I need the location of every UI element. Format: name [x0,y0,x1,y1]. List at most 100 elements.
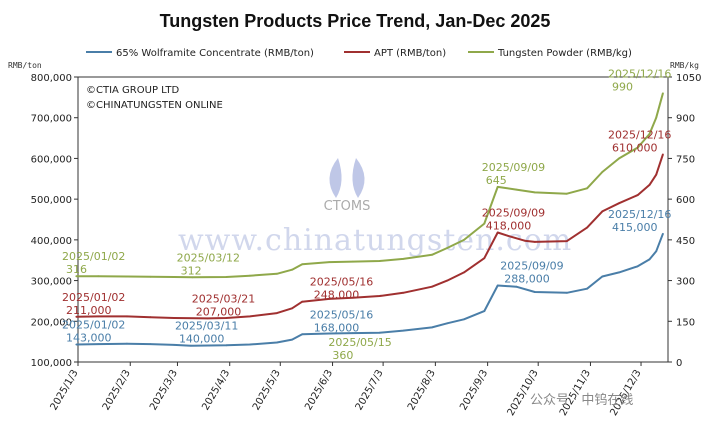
data-point [586,187,588,190]
data-point [249,274,251,277]
data-point [601,171,604,173]
annotation-date: 2025/12/16 [608,208,671,221]
data-point [276,272,278,275]
annotation-date: 2025/05/15 [328,336,391,349]
data-point [483,257,486,260]
data-point [328,332,331,335]
annotation-value: 360 [332,349,353,362]
x-tick-label: 2025/8/3 [406,368,438,412]
x-tick-label: 2025/2/3 [101,368,133,412]
data-point [402,258,405,260]
left-tick-label: 100,000 [31,358,72,369]
data-point [149,343,152,345]
data-point [97,275,100,278]
data-point [601,275,604,278]
data-point [378,331,381,334]
data-point [276,312,278,314]
data-point [496,186,499,188]
copyright-line: ©CTIA GROUP LTD [86,85,179,96]
corner-watermark: 公众号 · 中钨在线 [530,392,633,408]
data-point [190,344,192,347]
data-point [618,271,620,274]
left-tick-label: 400,000 [31,236,72,247]
data-point [662,92,664,95]
annotation-value: 418,000 [486,220,532,233]
x-tick-label: 2025/4/3 [200,368,232,412]
logo-flame-right [352,158,365,198]
data-point [463,239,465,241]
data-point [206,317,209,320]
data-point [586,226,588,229]
annotation-value: 288,000 [504,272,550,285]
data-point [301,263,304,266]
annotation-value: 312 [181,264,202,277]
x-tick-label: 2025/6/3 [303,368,335,412]
data-point [636,194,639,197]
data-point [249,315,251,318]
annotation-value: 248,000 [314,289,360,302]
data-point [515,188,518,191]
data-point [75,315,78,318]
data-point [225,317,228,319]
right-tick-label: 300 [676,277,695,288]
annotation-date: 2025/01/02 [62,318,125,331]
logo-text: CTOMS [324,199,371,214]
data-point [662,153,664,156]
right-tick-label: 600 [676,195,695,206]
data-point [431,285,433,288]
annotation-value: 143,000 [66,331,112,344]
data-point [225,344,228,347]
data-point [173,317,176,319]
data-point [566,192,568,195]
annotation-date: 2025/12/16 [608,128,671,141]
annotation-date: 2025/03/12 [177,251,240,264]
x-tick-label: 2025/7/3 [354,368,386,412]
data-point [402,291,405,294]
right-tick-label: 750 [676,154,695,165]
annotation-date: 2025/03/21 [192,292,255,305]
data-point [601,210,604,213]
left-tick-label: 300,000 [31,277,72,288]
data-point [636,146,639,149]
data-point [533,191,536,194]
data-point [496,284,499,287]
data-point [351,332,354,334]
data-point [225,276,228,278]
left-tick-label: 500,000 [31,195,72,206]
x-tick-label: 2025/9/3 [458,368,490,412]
data-point [328,261,331,263]
data-point [173,276,176,278]
data-point [126,275,128,278]
annotation-date: 2025/01/02 [62,250,125,263]
data-point [446,322,449,325]
series-line [76,233,664,347]
data-point [191,276,194,279]
data-point [149,316,152,319]
right-tick-label: 450 [676,236,695,247]
x-tick-label: 2025/1/3 [49,368,81,412]
data-point [463,271,465,274]
watermark-text: www.chinatungsten.com [178,223,572,258]
data-point [126,342,128,345]
data-point [351,296,354,299]
right-axis-unit: RMB/kg [670,61,699,70]
annotation-date: 2025/05/16 [310,308,373,321]
left-tick-label: 200,000 [31,317,72,328]
x-tick-label: 2025/3/3 [148,368,180,412]
legend-label: APT (RMB/ton) [374,48,446,59]
data-point [402,329,405,332]
data-point [431,326,433,329]
data-point [97,343,100,345]
data-point [648,258,651,261]
data-point [301,300,304,303]
data-point [291,268,293,271]
data-point [378,295,381,297]
annotation-value: 610,000 [612,141,658,154]
left-axis-unit: RMB/ton [8,61,42,70]
data-point [431,253,433,256]
right-tick-label: 900 [676,114,695,125]
data-point [149,275,152,278]
copyright-line: ©CHINATUNGSTEN ONLINE [86,100,223,111]
data-point [515,285,518,288]
